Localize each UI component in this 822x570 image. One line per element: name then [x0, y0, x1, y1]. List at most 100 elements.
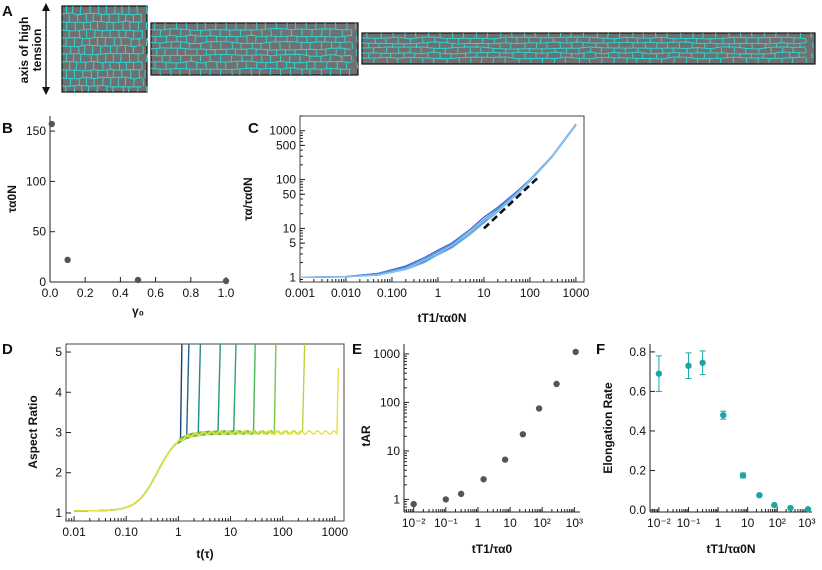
- arrow-head-up-icon: [42, 3, 50, 11]
- data-point: [756, 492, 763, 499]
- data-point: [442, 496, 450, 503]
- y-tick-label: 1: [55, 506, 62, 520]
- cell-edges: [61, 5, 148, 93]
- x-tick-label: 1: [175, 525, 182, 539]
- y-axis-label: tAR: [359, 425, 373, 447]
- data-point: [685, 362, 692, 369]
- x-axis-label: γ₀: [132, 304, 144, 318]
- x-tick-label: 10: [741, 516, 755, 530]
- data-point: [64, 256, 71, 264]
- y-tick-label: 0.2: [629, 463, 646, 477]
- panel-c: 0.001 0.010 0.100 1 10 100 1000151050100500100…: [241, 115, 590, 325]
- panel-label-a: A: [2, 3, 13, 20]
- x-tick-label: 0.001: [285, 286, 315, 300]
- x-tick-label: 1: [715, 516, 722, 530]
- x-tick-label: 10⁻²: [402, 516, 426, 530]
- y-tick-label: 0.8: [629, 345, 646, 359]
- series-line-r2: [74, 343, 190, 512]
- y-tick-label: 10: [283, 221, 297, 235]
- panel-b: 0.0 0.2 0.4 0.6 0.8 1.0 0 50 100 150 γ₀ τα0N: [5, 116, 235, 318]
- cell-edges: [361, 32, 814, 64]
- series-line-r1: [74, 343, 183, 512]
- x-tick-label: 1: [475, 516, 482, 530]
- y-tick-label: 500: [276, 138, 296, 152]
- y-tick-label: 0.6: [629, 384, 646, 398]
- cell-edges: [150, 22, 359, 76]
- y-tick-label: 1: [393, 492, 400, 506]
- tissue-strip-1: [61, 5, 148, 93]
- x-tick-label: 10²: [534, 516, 551, 530]
- panel-label-b: B: [2, 120, 13, 137]
- x-tick-label: 0.0: [42, 286, 59, 300]
- data-point: [771, 501, 778, 509]
- series-line-r7: [74, 343, 277, 512]
- y-tick-label: 100: [276, 173, 296, 187]
- x-tick-label: 0.010: [331, 286, 361, 300]
- arrow-head-down-icon: [42, 87, 50, 95]
- x-tick-label: 0.100: [377, 286, 407, 300]
- x-axis-label: tT1/τα0N: [417, 311, 466, 325]
- panel-f: 10⁻² 10⁻¹ 1 10 10² 10³ 0.0 0.2 0.4 0.6 0.8 tT1/τα0N…: [601, 344, 815, 556]
- x-tick-label: 1: [435, 286, 442, 300]
- data-point: [519, 431, 527, 438]
- x-tick-label: 1.0: [218, 286, 235, 300]
- x-tick-label: 0.6: [147, 286, 164, 300]
- series-line-r5: [74, 343, 237, 512]
- y-tick-label: 1000: [373, 347, 400, 361]
- tension-label-line2: tension: [30, 29, 44, 72]
- series-line-s5: [299, 124, 577, 278]
- y-tick-label: 100: [26, 174, 46, 188]
- y-axis-label: τα0N: [5, 185, 19, 213]
- y-tick-label: 10: [387, 444, 401, 458]
- x-tick-label: 0.8: [182, 286, 199, 300]
- panel-a: axis of high tension: [17, 3, 816, 95]
- x-tick-label: 1000: [563, 286, 590, 300]
- x-tick-label: 0.2: [77, 286, 94, 300]
- x-tick-label: 10²: [769, 516, 786, 530]
- data-point: [48, 120, 55, 128]
- y-tick-label: 4: [55, 385, 62, 399]
- y-axis-label: Elongation Rate: [601, 382, 615, 474]
- x-axis-label: tT1/τα0: [472, 542, 513, 556]
- tissue-strip-3: [361, 32, 816, 65]
- data-point: [804, 506, 812, 513]
- x-tick-label: 10⁻²: [647, 516, 671, 530]
- series-line-r8: [74, 343, 306, 512]
- x-tick-label: 10³: [798, 516, 815, 530]
- x-tick-label: 100: [520, 286, 540, 300]
- data-point: [535, 405, 543, 412]
- x-tick-label: 10³: [566, 516, 583, 530]
- panel-label-d: D: [2, 341, 13, 358]
- x-tick-label: 100: [273, 525, 293, 539]
- y-tick-label: 100: [380, 395, 400, 409]
- y-tick-label: 5: [55, 345, 62, 359]
- x-tick-label: 10: [503, 516, 517, 530]
- plot-frame: [299, 115, 585, 283]
- y-tick-label: 50: [33, 225, 47, 239]
- series-line-s4: [299, 124, 577, 278]
- y-axis-label: Aspect Ratio: [26, 395, 40, 468]
- data-point: [501, 456, 509, 463]
- x-tick-label: 0.10: [115, 525, 139, 539]
- tension-label-line1: axis of high: [17, 17, 31, 84]
- x-tick-label: 10: [224, 525, 238, 539]
- y-tick-label: 150: [26, 124, 46, 138]
- panel-e: 10⁻² 10⁻¹ 1 10 10² 10³ 1 10 100 1000 tT1/τα0 tAR: [359, 344, 583, 556]
- data-point: [787, 504, 794, 512]
- x-tick-label: 10: [477, 286, 491, 300]
- x-tick-label: 10⁻¹: [677, 516, 701, 530]
- series-line-r9: [74, 368, 339, 512]
- y-tick-label: 0.4: [629, 424, 646, 438]
- data-point: [134, 276, 142, 284]
- y-tick-label: 1000: [269, 124, 296, 138]
- x-axis-label: t(τ): [196, 547, 213, 561]
- data-point: [655, 370, 663, 377]
- data-point: [553, 380, 560, 388]
- data-point: [222, 277, 230, 285]
- y-tick-label: 50: [283, 187, 297, 201]
- y-axis-label: τα/τα0N: [241, 177, 255, 220]
- x-tick-label: 1000: [321, 525, 348, 539]
- data-point: [739, 472, 747, 479]
- y-tick-label: 0.0: [629, 503, 646, 517]
